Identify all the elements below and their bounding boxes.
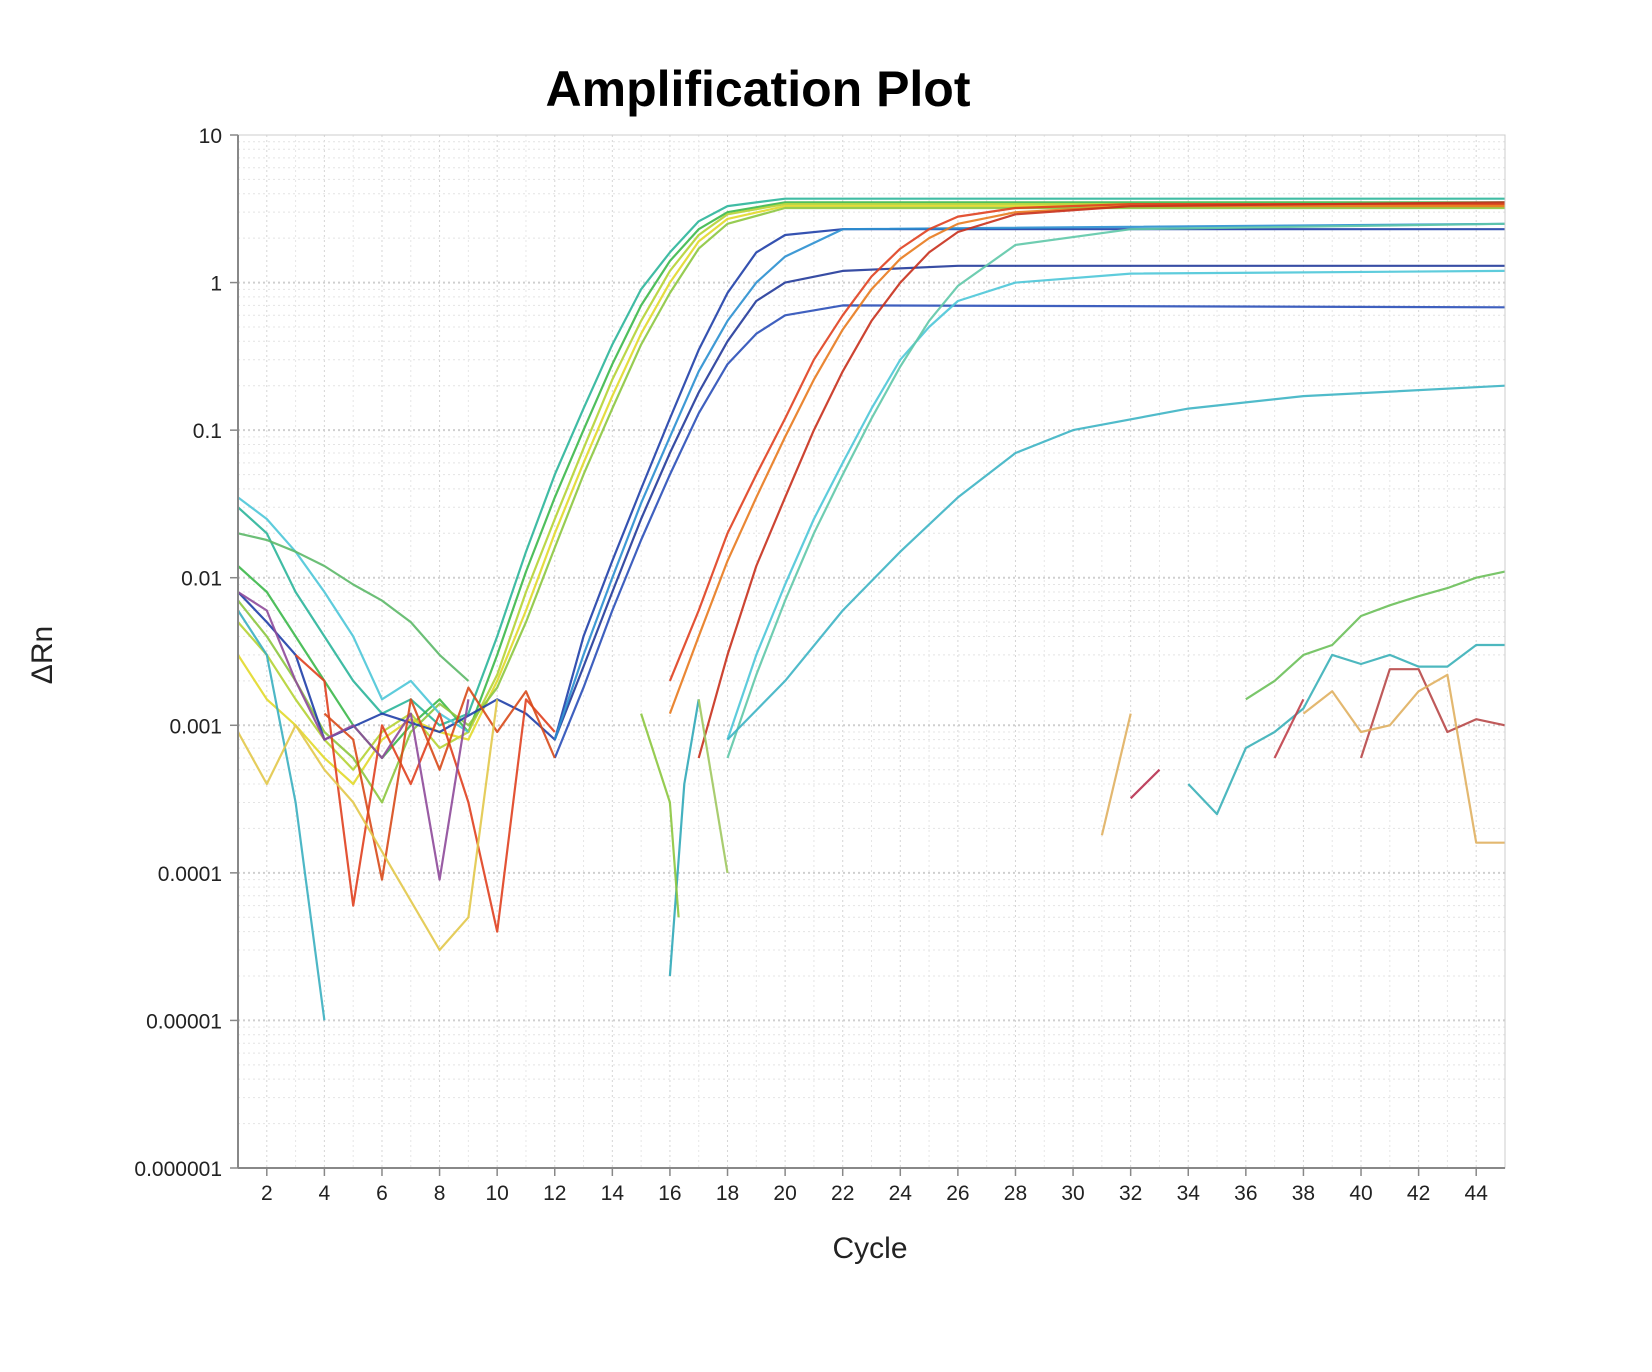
series-line-s2 (237, 201, 1505, 760)
x-tick-label: 14 (601, 1182, 625, 1205)
series-line-s13 (726, 269, 1506, 740)
x-tick-label: 28 (1004, 1182, 1027, 1205)
y-tick-label: 0.1 (193, 420, 222, 443)
x-tick-label: 36 (1234, 1182, 1257, 1205)
x-tick-label: 40 (1349, 1182, 1372, 1205)
x-tick-label: 38 (1292, 1182, 1315, 1205)
series-line-s22 (237, 699, 499, 952)
x-tick-label: 18 (716, 1182, 739, 1205)
x-axis-label: Cycle (832, 1232, 907, 1265)
series-line-s26 (1245, 570, 1506, 701)
x-tick-label: 8 (434, 1182, 446, 1205)
series-group (237, 197, 1506, 1021)
series-line-s4 (237, 205, 1505, 786)
series-line-s10 (668, 203, 1505, 682)
series-line-s1 (237, 197, 1505, 727)
x-tick-label: 32 (1119, 1182, 1142, 1205)
x-tick-label: 30 (1061, 1182, 1084, 1205)
y-tick-label: 0.00001 (146, 1010, 222, 1033)
series-line-s23 (668, 699, 700, 977)
chart-title: Amplification Plot (546, 61, 971, 117)
series-line-s32 (1129, 768, 1161, 800)
x-tick-label: 24 (889, 1182, 913, 1205)
series-line-s14 (726, 222, 1506, 759)
y-tick-label: 0.01 (181, 568, 222, 591)
x-tick-label: 10 (485, 1182, 508, 1205)
series-line-s19 (294, 654, 556, 933)
series-line-s27 (1187, 643, 1505, 816)
x-tick-label: 12 (543, 1182, 566, 1205)
series-line-s9 (553, 222, 1506, 740)
axes: 2 4 6 8 10 12 14 16 18 20 22 24 26 28 30 32 34 36 38 40 42 44… (134, 125, 1506, 1205)
x-tick-label: 20 (773, 1182, 796, 1205)
x-tick-label: 42 (1407, 1182, 1430, 1205)
series-line-s28 (1273, 698, 1305, 759)
y-tick-label: 1 (210, 273, 222, 296)
x-tick-label: 22 (831, 1182, 854, 1205)
series-line-s17 (237, 532, 470, 682)
x-tick-label: 2 (261, 1182, 273, 1205)
series-line-s31 (1100, 713, 1132, 836)
y-tick-label: 10 (199, 125, 222, 148)
series-line-s24 (640, 713, 680, 918)
y-tick-label: 0.001 (169, 715, 222, 738)
x-tick-label: 16 (658, 1182, 681, 1205)
series-line-s7 (553, 264, 1505, 741)
series-line-s16 (237, 496, 469, 733)
series-line-s8 (553, 304, 1506, 759)
x-tick-label: 4 (319, 1182, 331, 1205)
series-line-s3 (237, 203, 1505, 771)
y-axis-label: ΔRn (26, 626, 59, 684)
series-line-s21 (237, 591, 470, 881)
y-tick-label: 0.0001 (158, 863, 222, 886)
series-line-s11 (668, 205, 1505, 714)
series-line-s18 (237, 609, 326, 1021)
series-line-s12 (697, 201, 1506, 759)
series-line-s15 (726, 384, 1506, 741)
series-line-s30 (1302, 673, 1505, 844)
series-line-s29 (1359, 668, 1506, 759)
x-tick-label: 44 (1465, 1182, 1489, 1205)
x-tick-label: 26 (946, 1182, 969, 1205)
x-tick-label: 34 (1177, 1182, 1201, 1205)
series-line-s20 (323, 686, 556, 881)
series-line-s25 (697, 699, 729, 874)
x-tick-label: 6 (376, 1182, 388, 1205)
y-tick-label: 0.000001 (134, 1158, 222, 1181)
